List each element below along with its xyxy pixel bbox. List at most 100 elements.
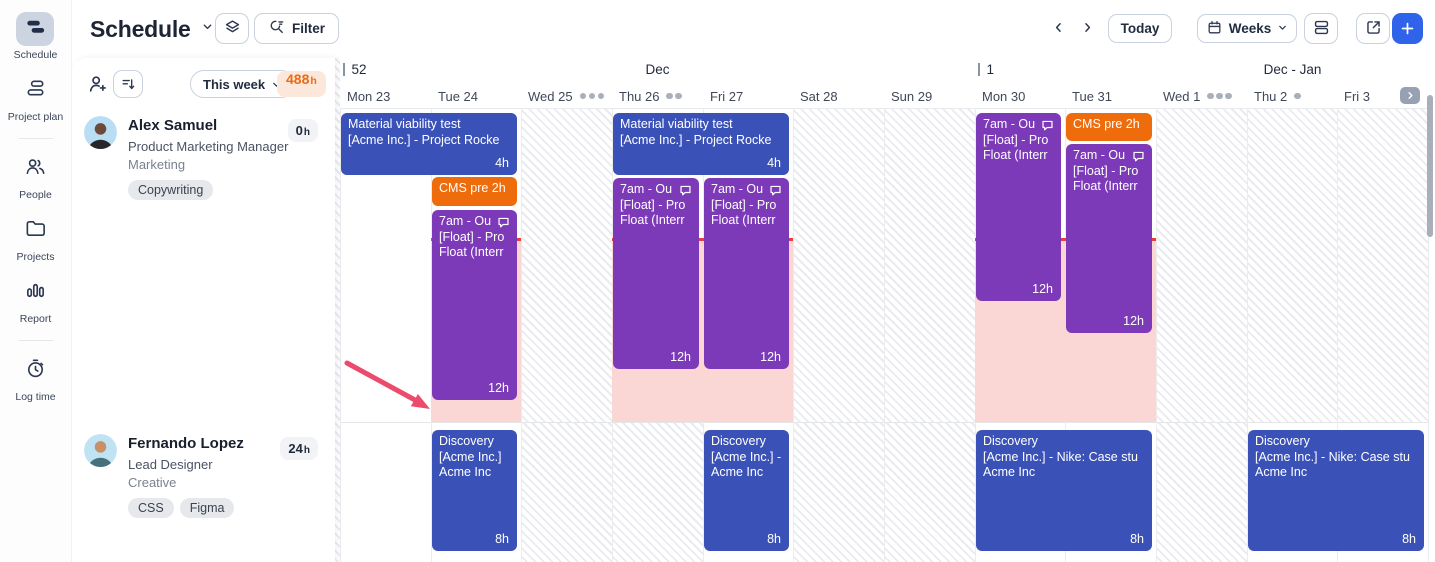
add-person-button[interactable]: [87, 73, 109, 95]
total-hours-badge: 488 h: [277, 71, 326, 97]
comment-icon: [679, 184, 692, 202]
chevron-down-icon[interactable]: [201, 20, 214, 38]
time-off-dots: [1294, 92, 1301, 100]
block-text-line: Discovery: [711, 434, 766, 448]
schedule-block[interactable]: Discovery [Acme Inc.] Acme Inc 8h: [432, 430, 517, 551]
day-header-cell: Sat 28: [800, 88, 838, 104]
non-working-day: [521, 423, 612, 562]
sidebar-item-label: Report: [19, 313, 52, 325]
sort-button[interactable]: [113, 70, 143, 98]
sidebar-item-label: Schedule: [13, 49, 58, 61]
schedule-block[interactable]: Material viability test [Acme Inc.] - Pro…: [613, 113, 789, 175]
block-text-line: [Float] - Pro: [439, 229, 505, 244]
sidebar-item-people[interactable]: People: [17, 152, 55, 201]
month-label: Dec: [645, 62, 670, 77]
block-hours: 8h: [495, 531, 509, 546]
schedule-block[interactable]: 7am - Ou [Float] - Pro Float (Interr 12h: [1066, 144, 1152, 333]
block-text-line: Acme Inc: [439, 465, 492, 479]
sidebar-item-label: Projects: [16, 251, 55, 263]
avatar: [84, 116, 117, 149]
skill-tag: Figma: [179, 498, 235, 518]
schedule-block[interactable]: Discovery [Acme Inc.] - Nike: Case stu Acm…: [1248, 430, 1424, 551]
schedule-block[interactable]: CMS pre 2h: [1066, 113, 1152, 141]
project-plan-icon: [24, 77, 47, 105]
external-link-icon: [1364, 18, 1383, 40]
schedule-block[interactable]: 7am - Ou [Float] - Pro Float (Interr 12h: [613, 178, 699, 369]
comment-icon: [769, 184, 782, 202]
person-name: Fernando Lopez: [128, 435, 244, 452]
block-text-line: Acme Inc: [711, 465, 764, 479]
schedule-block[interactable]: Discovery [Acme Inc.] - Nike: Case stu Acm…: [976, 430, 1152, 551]
day-header-cell: Wed 1: [1156, 84, 1247, 108]
chevron-right-icon: [1407, 92, 1413, 99]
block-text-line: [Acme Inc.] - Project Rocke: [620, 132, 772, 147]
schedule-block[interactable]: 7am - Ou [Float] - Pro Float (Interr 12h: [704, 178, 789, 369]
month-label: Dec - Jan: [1263, 62, 1322, 77]
prev-week-button[interactable]: [1048, 19, 1068, 39]
sidebar-item-project-plan[interactable]: Project plan: [8, 74, 63, 123]
block-text-line: [Acme Inc.] - Project Rocke: [348, 132, 500, 147]
block-text-line: [Acme Inc.]: [439, 449, 502, 464]
row-density-icon: [1312, 18, 1331, 40]
block-text-line: [Float] - Pro: [711, 197, 777, 212]
schedule-row-fernando-lopez: Discovery [Acme Inc.] Acme Inc 8h Discovery[…: [340, 423, 1428, 562]
scroll-days-next-button[interactable]: [1400, 87, 1420, 104]
topbar: Schedule Filter Today Weeks: [72, 0, 1435, 58]
schedule-grid: Material viability test [Acme Inc.] - Pro…: [340, 108, 1429, 562]
log-time-icon: [24, 357, 47, 385]
block-text-line: [Float] - Pro: [983, 132, 1049, 147]
filter-label: Filter: [292, 21, 326, 36]
sidebar-item-report[interactable]: Report: [17, 276, 55, 325]
sidebar-item-schedule[interactable]: Schedule: [13, 12, 58, 61]
next-week-button[interactable]: [1077, 19, 1097, 39]
share-button[interactable]: [1356, 13, 1390, 44]
view-mode-dropdown[interactable]: Weeks: [1197, 14, 1297, 43]
block-hours: 4h: [495, 155, 509, 170]
sidebar-item-projects[interactable]: Projects: [17, 214, 55, 263]
time-off-dots: [666, 92, 682, 100]
block-text-line: CMS pre 2h: [439, 181, 506, 195]
today-button[interactable]: Today: [1108, 14, 1172, 43]
day-header-cell: Mon 23: [347, 88, 391, 104]
day-header-cell: Thu 2: [1247, 84, 1337, 108]
person-role: Lead Designer: [128, 457, 213, 472]
block-text-line: Float (Interr: [620, 213, 685, 227]
person-tags: Copywriting: [128, 180, 214, 200]
column-divider: [1337, 109, 1338, 562]
person-department: Marketing: [128, 157, 186, 172]
chevron-left-icon: [1055, 23, 1061, 32]
block-text-line: 7am - Ou: [983, 117, 1036, 131]
time-off-dots: [579, 92, 605, 100]
comment-icon: [1041, 119, 1054, 137]
person-card[interactable]: Fernando Lopez 24 h Lead Designer Creative CS…: [72, 432, 335, 542]
schedule-block[interactable]: Discovery [Acme Inc.] - Acme Inc 8h: [704, 430, 789, 551]
add-button[interactable]: [1392, 13, 1423, 44]
date-range-label: This week: [203, 76, 266, 92]
column-divider: [884, 109, 885, 562]
row-density-button[interactable]: [1304, 13, 1338, 44]
sort-icon: [122, 78, 134, 89]
day-header-cell: Tue 24: [438, 88, 478, 104]
schedule-block[interactable]: Material viability test [Acme Inc.] - Pro…: [341, 113, 517, 175]
vertical-scrollbar[interactable]: [1427, 95, 1433, 237]
sidebar-item-log-time[interactable]: Log time: [15, 354, 56, 403]
non-working-day: [1156, 109, 1247, 422]
block-hours: 12h: [488, 380, 509, 395]
comment-icon: [1132, 150, 1145, 168]
person-card[interactable]: Alex Samuel 0 h Product Marketing Manager Ma…: [72, 114, 335, 224]
skill-tag: Copywriting: [128, 180, 214, 200]
projects-icon: [24, 217, 47, 245]
block-text-line: Material viability test: [620, 117, 733, 131]
schedule-block[interactable]: CMS pre 2h: [432, 177, 517, 206]
column-divider: [1428, 109, 1429, 562]
non-working-day: [884, 109, 975, 422]
schedule-block[interactable]: 7am - Ou [Float] - Pro Float (Interr 12h: [976, 113, 1061, 301]
schedule-block[interactable]: 7am - Ou [Float] - Pro Float (Interr 12h: [432, 210, 517, 400]
layers-button[interactable]: [215, 13, 249, 44]
layers-icon: [223, 18, 242, 40]
sidebar-item-label: Project plan: [7, 111, 64, 123]
people-panel: This week 488 h Alex Samuel 0 h Product Mark…: [72, 58, 335, 562]
filter-button[interactable]: Filter: [254, 13, 340, 44]
